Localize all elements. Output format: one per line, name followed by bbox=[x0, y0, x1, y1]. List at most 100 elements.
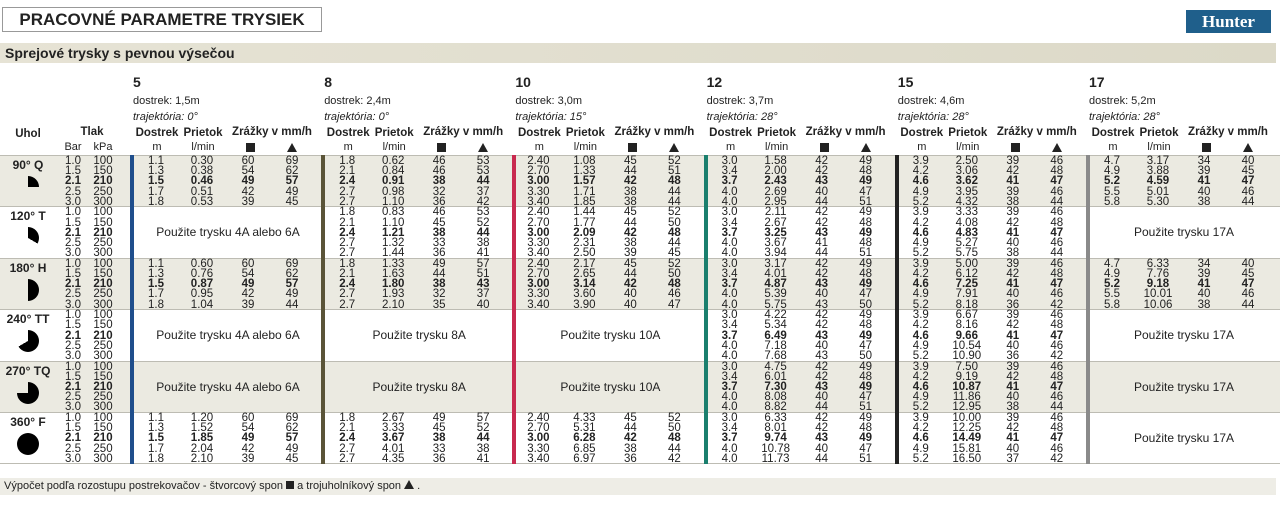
throw-value: 5.2 bbox=[912, 195, 929, 208]
pressure-bar: 2.1 bbox=[65, 381, 81, 393]
flow-value: 3.62 bbox=[955, 175, 978, 188]
precip-triangle-value: 48 bbox=[859, 422, 872, 435]
throw-value: 2.70 bbox=[527, 165, 550, 178]
precip-triangle-value: 69 bbox=[285, 257, 299, 270]
precip-square-value: 42 bbox=[815, 165, 828, 178]
pressure-kpa: 250 bbox=[93, 339, 113, 352]
throw-value: 5.2 bbox=[912, 452, 929, 465]
throw-value: 3.4 bbox=[721, 422, 738, 435]
precip-triangle-value: 57 bbox=[285, 278, 299, 291]
precip-triangle-value: 49 bbox=[859, 329, 872, 342]
precip-triangle-value: 53 bbox=[476, 165, 490, 178]
precip-square-value: 42 bbox=[1006, 370, 1020, 383]
throw-value: 1.5 bbox=[148, 432, 164, 445]
precip-triangle-value: 69 bbox=[285, 412, 299, 424]
precip-square-value: 44 bbox=[815, 452, 828, 465]
triangle-icon bbox=[478, 143, 489, 152]
precip-square-value: 42 bbox=[1006, 319, 1020, 332]
precip-square-value: 42 bbox=[1006, 216, 1020, 229]
precip-triangle-value: 46 bbox=[1050, 185, 1064, 198]
precip-triangle-value: 37 bbox=[476, 185, 490, 198]
flow-value: 3.33 bbox=[381, 422, 405, 435]
footer-note: Výpočet podľa rozostupu postrekovačov - … bbox=[0, 478, 1276, 495]
pressure-bar: 3.0 bbox=[65, 350, 81, 362]
throw-value: 4.0 bbox=[721, 247, 738, 260]
precip-square-value: 39 bbox=[1006, 185, 1020, 198]
unit-m: m bbox=[534, 141, 544, 153]
precip-triangle-value: 40 bbox=[476, 298, 490, 311]
flow-value: 3.14 bbox=[573, 278, 596, 291]
pressure-bar: 1.5 bbox=[65, 165, 81, 178]
throw-value: 3.0 bbox=[721, 206, 738, 219]
precip-triangle-value: 52 bbox=[476, 216, 490, 229]
unit-lmin: l/min bbox=[1147, 141, 1171, 153]
header-kpa: kPa bbox=[93, 141, 113, 153]
throw-value: 2.70 bbox=[527, 422, 550, 435]
header-zrazky: Zrážky v mm/h bbox=[1188, 126, 1268, 138]
use-nozzle-note: Použite trysku 10A bbox=[560, 379, 661, 394]
precip-triangle-value: 42 bbox=[667, 452, 681, 465]
precip-triangle-value: 48 bbox=[667, 278, 681, 291]
throw-value: 2.7 bbox=[339, 298, 356, 311]
precip-square-value: 44 bbox=[623, 165, 637, 178]
precip-square-value: 45 bbox=[623, 155, 637, 167]
flow-value: 1.85 bbox=[190, 432, 214, 445]
page-title: PRACOVNÉ PARAMETRE TRYSIEK bbox=[2, 7, 322, 32]
throw-value: 3.30 bbox=[527, 237, 550, 249]
precip-square-value: 38 bbox=[1006, 195, 1020, 208]
precip-square-value: 49 bbox=[241, 278, 255, 291]
throw-value: 3.40 bbox=[527, 195, 550, 208]
unit-lmin: l/min bbox=[956, 141, 980, 153]
precip-square-value: 40 bbox=[815, 442, 828, 455]
throw-value: 5.8 bbox=[1104, 298, 1120, 311]
throw-value: 4.0 bbox=[721, 442, 738, 455]
pressure-bar: 3.0 bbox=[65, 247, 81, 260]
throw-value: 5.2 bbox=[912, 298, 929, 311]
precip-triangle-value: 44 bbox=[667, 442, 681, 455]
flow-value: 1.21 bbox=[381, 226, 405, 239]
throw-value: 4.2 bbox=[912, 319, 929, 332]
header-tlak: Tlak bbox=[80, 126, 104, 138]
flow-value: 6.85 bbox=[573, 442, 596, 455]
flow-value: 0.76 bbox=[190, 268, 214, 280]
flow-value: 4.08 bbox=[955, 216, 978, 229]
precip-triangle-value: 49 bbox=[285, 442, 299, 455]
pressure-kpa: 100 bbox=[93, 206, 113, 219]
flow-value: 0.98 bbox=[381, 185, 405, 198]
flow-value: 12.95 bbox=[952, 401, 982, 414]
precip-square-value: 38 bbox=[623, 185, 637, 198]
precip-square-value: 36 bbox=[1006, 298, 1020, 311]
angle-label: 240° TT bbox=[6, 312, 50, 327]
flow-value: 1.33 bbox=[573, 165, 596, 178]
use-nozzle-note: Použite trysku 8A bbox=[372, 379, 466, 394]
flow-value: 14.49 bbox=[952, 432, 982, 445]
header-dostrek: Dostrek bbox=[326, 127, 370, 139]
precip-square-value: 42 bbox=[815, 257, 828, 270]
pressure-kpa: 250 bbox=[93, 288, 113, 301]
unit-lmin: l/min bbox=[764, 141, 789, 153]
precip-triangle-value: 44 bbox=[667, 237, 681, 249]
throw-value: 4.6 bbox=[912, 432, 929, 445]
precip-square-value: 46 bbox=[432, 155, 446, 167]
throw-value: 4.0 bbox=[721, 185, 738, 198]
throw-value: 3.9 bbox=[912, 412, 929, 424]
precip-square-value: 42 bbox=[815, 360, 828, 373]
flow-value: 1.10 bbox=[381, 216, 405, 229]
flow-value: 1.33 bbox=[381, 257, 405, 270]
precip-square-value: 42 bbox=[815, 412, 828, 424]
pressure-bar: 1.0 bbox=[65, 206, 81, 219]
precip-triangle-value: 44 bbox=[476, 432, 490, 445]
flow-value: 1.71 bbox=[573, 185, 596, 198]
flow-value: 1.10 bbox=[381, 195, 405, 208]
header-dostrek: Dostrek bbox=[709, 127, 752, 139]
pressure-kpa: 300 bbox=[93, 350, 113, 362]
precip-square-value: 41 bbox=[1006, 278, 1020, 291]
throw-value: 3.30 bbox=[527, 185, 550, 198]
flow-value: 11.73 bbox=[761, 452, 790, 465]
precip-square-value: 42 bbox=[241, 185, 255, 198]
precip-triangle-value: 41 bbox=[476, 247, 490, 260]
flow-value: 16.50 bbox=[952, 452, 982, 465]
throw-value: 2.70 bbox=[527, 216, 550, 229]
angle-label: 90° Q bbox=[12, 158, 44, 172]
header-bar: Bar bbox=[64, 141, 82, 153]
